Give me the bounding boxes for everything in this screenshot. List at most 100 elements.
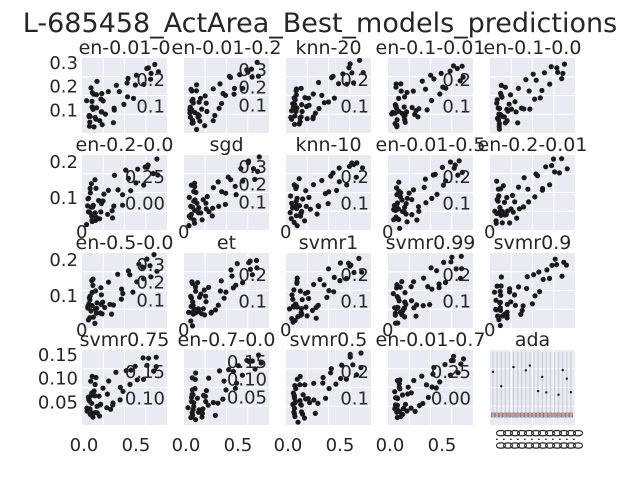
data-point [89, 289, 95, 295]
data-point [293, 108, 299, 114]
data-point [110, 120, 116, 126]
data-point [87, 119, 93, 125]
data-point [405, 391, 411, 397]
inner-tick-label: 0.1 [340, 194, 369, 215]
data-point [85, 305, 91, 311]
data-point [525, 186, 531, 192]
ada-tick-label: 0.0 [562, 429, 577, 450]
data-point [328, 370, 334, 376]
subplot-title: sgd [209, 134, 243, 156]
data-point [198, 210, 204, 216]
data-point [552, 169, 558, 175]
data-point [391, 202, 397, 209]
data-point [324, 294, 330, 300]
data-point [186, 194, 192, 200]
data-point [429, 286, 435, 292]
data-point [412, 408, 418, 414]
data-point [296, 176, 302, 182]
data-point [430, 371, 436, 377]
data-point [252, 366, 258, 372]
outlier-point [524, 369, 527, 372]
data-point [513, 109, 519, 115]
data-point [404, 89, 410, 96]
data-point [123, 167, 129, 173]
data-point [402, 401, 409, 407]
data-point [290, 296, 296, 302]
data-point [460, 74, 466, 80]
data-point [299, 297, 305, 303]
data-point [424, 107, 430, 113]
inner-tick-label: 0.1 [238, 192, 267, 213]
data-point [238, 166, 244, 172]
data-point [340, 71, 346, 77]
data-point [203, 200, 209, 206]
data-point [186, 223, 192, 229]
data-point [406, 190, 412, 196]
data-point [400, 411, 406, 418]
data-point [119, 286, 125, 292]
data-point [215, 179, 221, 185]
data-point [125, 175, 131, 181]
data-point [87, 185, 93, 192]
data-point [110, 400, 116, 406]
data-point [402, 314, 408, 320]
data-point [347, 354, 353, 360]
ada-tick-label: 0.0 [548, 429, 563, 450]
data-point [206, 375, 212, 381]
data-point [192, 220, 198, 226]
data-point [120, 290, 126, 297]
data-point [212, 307, 219, 313]
subplot: en-0.01-0.7 0.25 0.00 0.0 0.5 [376, 329, 486, 456]
data-point [258, 360, 264, 366]
data-point [132, 363, 138, 369]
data-point [94, 78, 100, 84]
data-point [507, 220, 513, 226]
data-point [249, 358, 255, 364]
data-point [423, 382, 430, 388]
data-point [411, 377, 417, 384]
data-point [93, 217, 99, 223]
data-point [85, 196, 91, 202]
data-point [192, 284, 199, 290]
data-point [343, 376, 349, 382]
data-point [194, 82, 200, 88]
data-point [539, 185, 546, 192]
data-point [256, 352, 262, 358]
data-point [459, 169, 465, 175]
data-point [115, 271, 121, 277]
data-point [409, 212, 415, 218]
data-point [561, 259, 567, 265]
data-point [326, 189, 332, 195]
data-point [233, 192, 239, 198]
data-point [299, 102, 305, 108]
data-point [144, 362, 150, 368]
data-point [392, 310, 398, 316]
data-point [192, 417, 199, 423]
data-point [298, 401, 304, 408]
data-point [306, 102, 312, 108]
data-point [140, 355, 146, 361]
data-point [228, 177, 234, 183]
inner-tick-label: 0.1 [136, 290, 165, 311]
data-point [93, 374, 99, 381]
data-point [90, 202, 96, 208]
subplot: en-0.5-0.00.20.10.30.20.10 [49, 232, 173, 341]
data-point [153, 354, 159, 360]
data-point [404, 109, 410, 115]
subplot-title: en-0.1-0.0 [484, 37, 582, 59]
data-point [512, 199, 518, 205]
data-point [392, 110, 398, 116]
data-point [346, 65, 352, 71]
data-point [197, 118, 203, 124]
data-point [498, 283, 504, 289]
data-point [240, 85, 246, 91]
inner-tick-label: 0.00 [431, 389, 471, 410]
data-point [216, 203, 222, 209]
x-tick-label: 0.0 [376, 435, 405, 456]
data-point [188, 318, 194, 324]
data-point [121, 101, 127, 107]
data-point [410, 187, 417, 193]
data-point [219, 189, 225, 195]
data-point [497, 209, 503, 215]
data-point [443, 178, 449, 184]
